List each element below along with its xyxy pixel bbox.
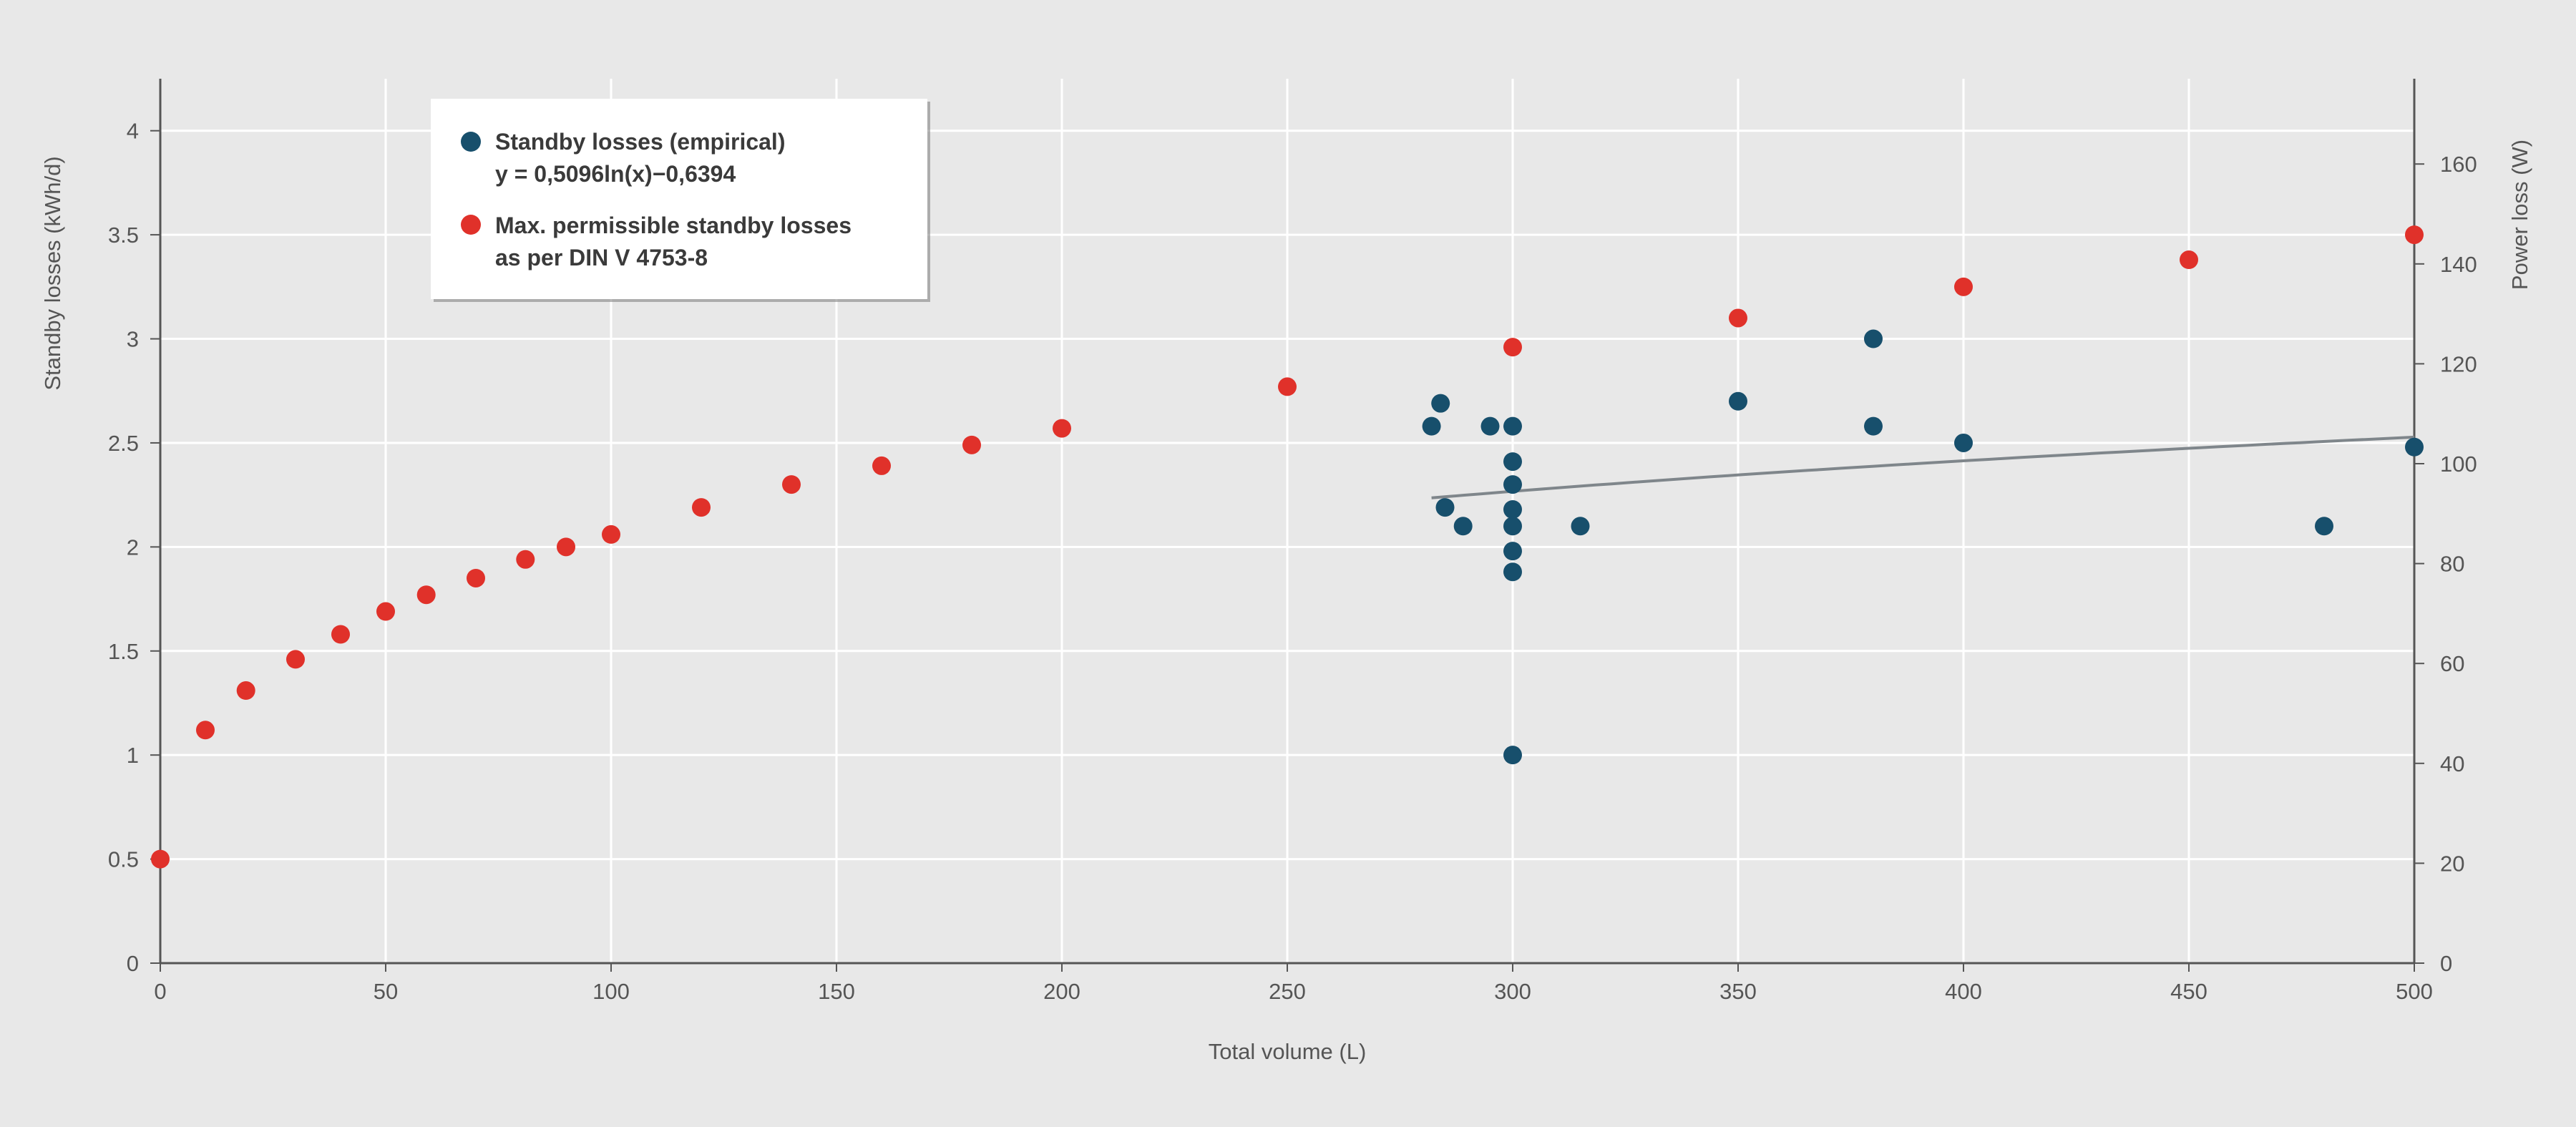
legend-label-max-line1: Max. permissible standby losses bbox=[495, 213, 852, 238]
trendline bbox=[1431, 435, 2415, 499]
y2-tick-label: 80 bbox=[2440, 552, 2464, 577]
y2-axis-title: Power loss (W) bbox=[2507, 140, 2532, 290]
point-max bbox=[557, 537, 575, 557]
point-empirical bbox=[1503, 500, 1522, 519]
y2-tick-label: 0 bbox=[2440, 951, 2452, 976]
point-empirical bbox=[1422, 416, 1441, 436]
x-tick-label: 100 bbox=[592, 979, 630, 1004]
axes: 0 50 100 150 200 250 300 350 400 450 50000.511.522… bbox=[108, 79, 2477, 1004]
x-tick-label: 150 bbox=[818, 979, 855, 1004]
point-empirical bbox=[1864, 329, 1883, 348]
y2-tick-label: 40 bbox=[2440, 751, 2464, 776]
x-tick-label: 400 bbox=[1945, 979, 1982, 1004]
x-tick-label: 0 bbox=[154, 979, 166, 1004]
y-tick-label: 0 bbox=[127, 951, 139, 976]
point-max bbox=[602, 525, 620, 544]
y2-tick-label: 60 bbox=[2440, 651, 2464, 676]
x-axis-title: Total volume (L) bbox=[1209, 1039, 1367, 1064]
point-empirical bbox=[1503, 416, 1522, 436]
y-tick-label: 0.5 bbox=[108, 847, 139, 872]
legend: Standby losses (empirical) y = 0,5096ln(… bbox=[431, 99, 930, 302]
point-empirical bbox=[2405, 437, 2424, 457]
legend-marker-empirical bbox=[461, 132, 481, 152]
point-max bbox=[1278, 377, 1297, 396]
x-tick-label: 350 bbox=[1719, 979, 1757, 1004]
point-max bbox=[467, 568, 485, 587]
y-tick-label: 2.5 bbox=[108, 431, 139, 456]
point-max bbox=[331, 625, 350, 644]
legend-marker-max bbox=[461, 215, 481, 235]
y-tick-label: 3 bbox=[127, 327, 139, 352]
point-empirical bbox=[1729, 391, 1747, 411]
legend-label-max-line2: as per DIN V 4753-8 bbox=[495, 245, 708, 270]
point-empirical bbox=[2315, 517, 2333, 536]
point-max bbox=[2405, 225, 2424, 245]
point-max bbox=[872, 456, 891, 475]
y-axis-title: Standby losses (kWh/d) bbox=[40, 156, 65, 390]
y-tick-label: 3.5 bbox=[108, 223, 139, 248]
point-empirical bbox=[1435, 498, 1455, 517]
x-tick-label: 500 bbox=[2396, 979, 2433, 1004]
x-tick-label: 300 bbox=[1494, 979, 1531, 1004]
trendline-group bbox=[1431, 435, 2415, 499]
x-tick-label: 200 bbox=[1043, 979, 1080, 1004]
point-empirical bbox=[1503, 562, 1522, 582]
point-max bbox=[516, 550, 535, 569]
point-empirical bbox=[1571, 517, 1590, 536]
y2-tick-label: 20 bbox=[2440, 851, 2464, 876]
point-max bbox=[236, 681, 255, 701]
point-max bbox=[692, 498, 711, 517]
point-max bbox=[376, 602, 395, 621]
point-empirical bbox=[1864, 416, 1883, 436]
point-empirical bbox=[1480, 416, 1500, 436]
legend-label-empirical-line1: Standby losses (empirical) bbox=[495, 129, 785, 155]
point-max bbox=[196, 721, 215, 740]
y-tick-label: 1.5 bbox=[108, 639, 139, 664]
point-empirical bbox=[1503, 452, 1522, 472]
point-max bbox=[1954, 277, 1973, 296]
y2-tick-label: 140 bbox=[2440, 252, 2477, 277]
y2-tick-label: 120 bbox=[2440, 351, 2477, 376]
point-max bbox=[416, 585, 436, 605]
point-empirical bbox=[1431, 394, 1450, 413]
point-max bbox=[782, 475, 801, 494]
point-max bbox=[286, 650, 305, 669]
point-empirical bbox=[1503, 517, 1522, 536]
x-tick-label: 50 bbox=[374, 979, 398, 1004]
legend-box bbox=[431, 99, 927, 299]
point-max bbox=[1503, 338, 1522, 357]
y2-tick-label: 100 bbox=[2440, 452, 2477, 477]
x-tick-label: 450 bbox=[2170, 979, 2207, 1004]
point-empirical bbox=[1503, 475, 1522, 494]
point-empirical bbox=[1453, 517, 1473, 536]
point-max bbox=[962, 435, 981, 454]
y2-tick-label: 160 bbox=[2440, 152, 2477, 177]
point-empirical bbox=[1503, 746, 1522, 765]
y-tick-label: 4 bbox=[127, 119, 139, 144]
point-empirical bbox=[1503, 542, 1522, 561]
point-max bbox=[2180, 250, 2198, 270]
point-empirical bbox=[1954, 433, 1973, 452]
point-max bbox=[1053, 419, 1071, 438]
x-tick-label: 250 bbox=[1269, 979, 1306, 1004]
y-tick-label: 1 bbox=[127, 743, 139, 768]
point-max bbox=[1729, 308, 1747, 328]
data-points bbox=[151, 225, 2424, 869]
point-max bbox=[151, 849, 170, 869]
legend-label-empirical-line2: y = 0,5096ln(x)−0,6394 bbox=[495, 161, 736, 187]
y-tick-label: 2 bbox=[127, 535, 139, 560]
